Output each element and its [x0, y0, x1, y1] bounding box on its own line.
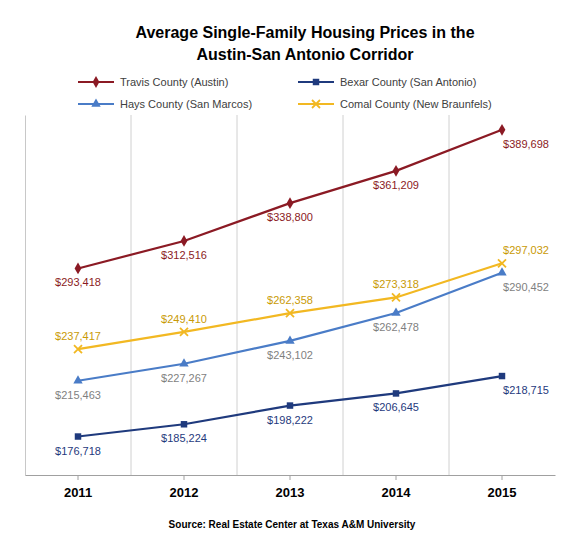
y-axis — [25, 116, 26, 476]
series-marker — [179, 358, 188, 366]
legend-label: Hays County (San Marcos) — [120, 98, 252, 110]
source: Source: Real Estate Center at Texas A&M … — [169, 519, 416, 530]
data-label: $338,800 — [267, 211, 313, 223]
x-axis: 2011 2012 2013 2014 2015 — [26, 475, 556, 500]
x-tick: 2014 — [382, 475, 412, 500]
series-marker — [393, 165, 400, 177]
data-label: $273,318 — [373, 278, 419, 290]
series-line — [78, 130, 502, 269]
grid-line — [449, 115, 450, 475]
title-line: Austin-San Antonio Corridor — [196, 46, 413, 63]
legend-item: Hays County (San Marcos) — [78, 98, 252, 110]
x-tick-label: 2011 — [64, 485, 92, 500]
data-label: $312,516 — [161, 249, 207, 261]
legend-marker — [93, 76, 100, 88]
series-marker — [391, 308, 400, 316]
series-marker — [498, 259, 506, 267]
x-tick-mark — [502, 475, 503, 480]
x-tick: 2012 — [170, 475, 199, 500]
x-tick-label: 2013 — [276, 485, 305, 500]
series-marker — [287, 197, 294, 209]
legend-label: Travis County (Austin) — [120, 76, 228, 88]
grid-line — [237, 115, 238, 475]
data-label: $218,715 — [503, 384, 549, 396]
series-line — [78, 376, 502, 436]
legend-label: Comal County (New Braunfels) — [340, 98, 492, 110]
legend-label: Bexar County (San Antonio) — [340, 76, 476, 88]
data-label: $176,718 — [55, 445, 101, 457]
legend-item: Comal County (New Braunfels) — [298, 98, 492, 110]
series-marker — [181, 235, 188, 247]
series-marker — [180, 328, 188, 336]
series-marker — [286, 309, 294, 317]
data-label: $262,478 — [373, 321, 419, 333]
series-marker — [285, 336, 294, 344]
series-marker — [287, 402, 293, 408]
series-marker — [75, 433, 81, 439]
data-label: $215,463 — [55, 389, 101, 401]
x-tick-label: 2014 — [382, 485, 412, 500]
series-marker — [392, 293, 400, 301]
legend: Travis County (Austin) Bexar County (San … — [78, 76, 492, 110]
x-tick: 2013 — [276, 475, 305, 500]
data-label: $262,358 — [267, 294, 313, 306]
data-label: $293,418 — [55, 276, 101, 288]
chart: Average Single-Family Housing Prices in … — [0, 0, 584, 560]
data-label: $389,698 — [503, 138, 549, 150]
y-axis-line — [25, 116, 26, 476]
data-label: $361,209 — [373, 179, 419, 191]
legend-marker — [91, 99, 100, 107]
series-line — [78, 263, 502, 349]
series-marker — [75, 263, 82, 275]
x-tick-label: 2012 — [170, 485, 199, 500]
series-marker — [499, 373, 505, 379]
data-label: $198,222 — [267, 414, 313, 426]
legend-item: Bexar County (San Antonio) — [298, 76, 476, 88]
title-line: Average Single-Family Housing Prices in … — [135, 24, 474, 41]
series-marker — [73, 375, 82, 383]
x-tick: 2011 — [64, 475, 92, 500]
legend-item: Travis County (Austin) — [78, 76, 228, 88]
grid-line — [343, 115, 344, 475]
grid-line — [131, 115, 132, 475]
title: Average Single-Family Housing Prices in … — [135, 24, 474, 63]
data-label: $237,417 — [55, 330, 101, 342]
series-marker — [497, 267, 506, 275]
x-tick-mark — [396, 475, 397, 480]
data-label: $290,452 — [503, 281, 549, 293]
series-marker — [393, 390, 399, 396]
series-marker — [181, 421, 187, 427]
series-marker — [499, 124, 506, 136]
data-labels: $293,418 $312,516 $338,800 $361,209 $389,698… — [55, 138, 549, 457]
x-tick-mark — [290, 475, 291, 480]
data-label: $185,224 — [161, 432, 207, 444]
data-label: $206,645 — [373, 401, 419, 413]
data-label: $249,410 — [161, 313, 207, 325]
data-label: $227,267 — [161, 372, 207, 384]
legend-marker — [312, 100, 320, 108]
x-tick-label: 2015 — [488, 485, 517, 500]
data-label: $297,032 — [503, 244, 549, 256]
data-label: $243,102 — [267, 349, 313, 361]
x-tick-mark — [184, 475, 185, 480]
legend-marker — [313, 79, 319, 85]
series-line — [78, 273, 502, 381]
series-marker — [74, 345, 82, 353]
plot-area — [73, 124, 506, 440]
x-tick: 2015 — [488, 475, 517, 500]
x-tick-mark — [78, 475, 79, 480]
